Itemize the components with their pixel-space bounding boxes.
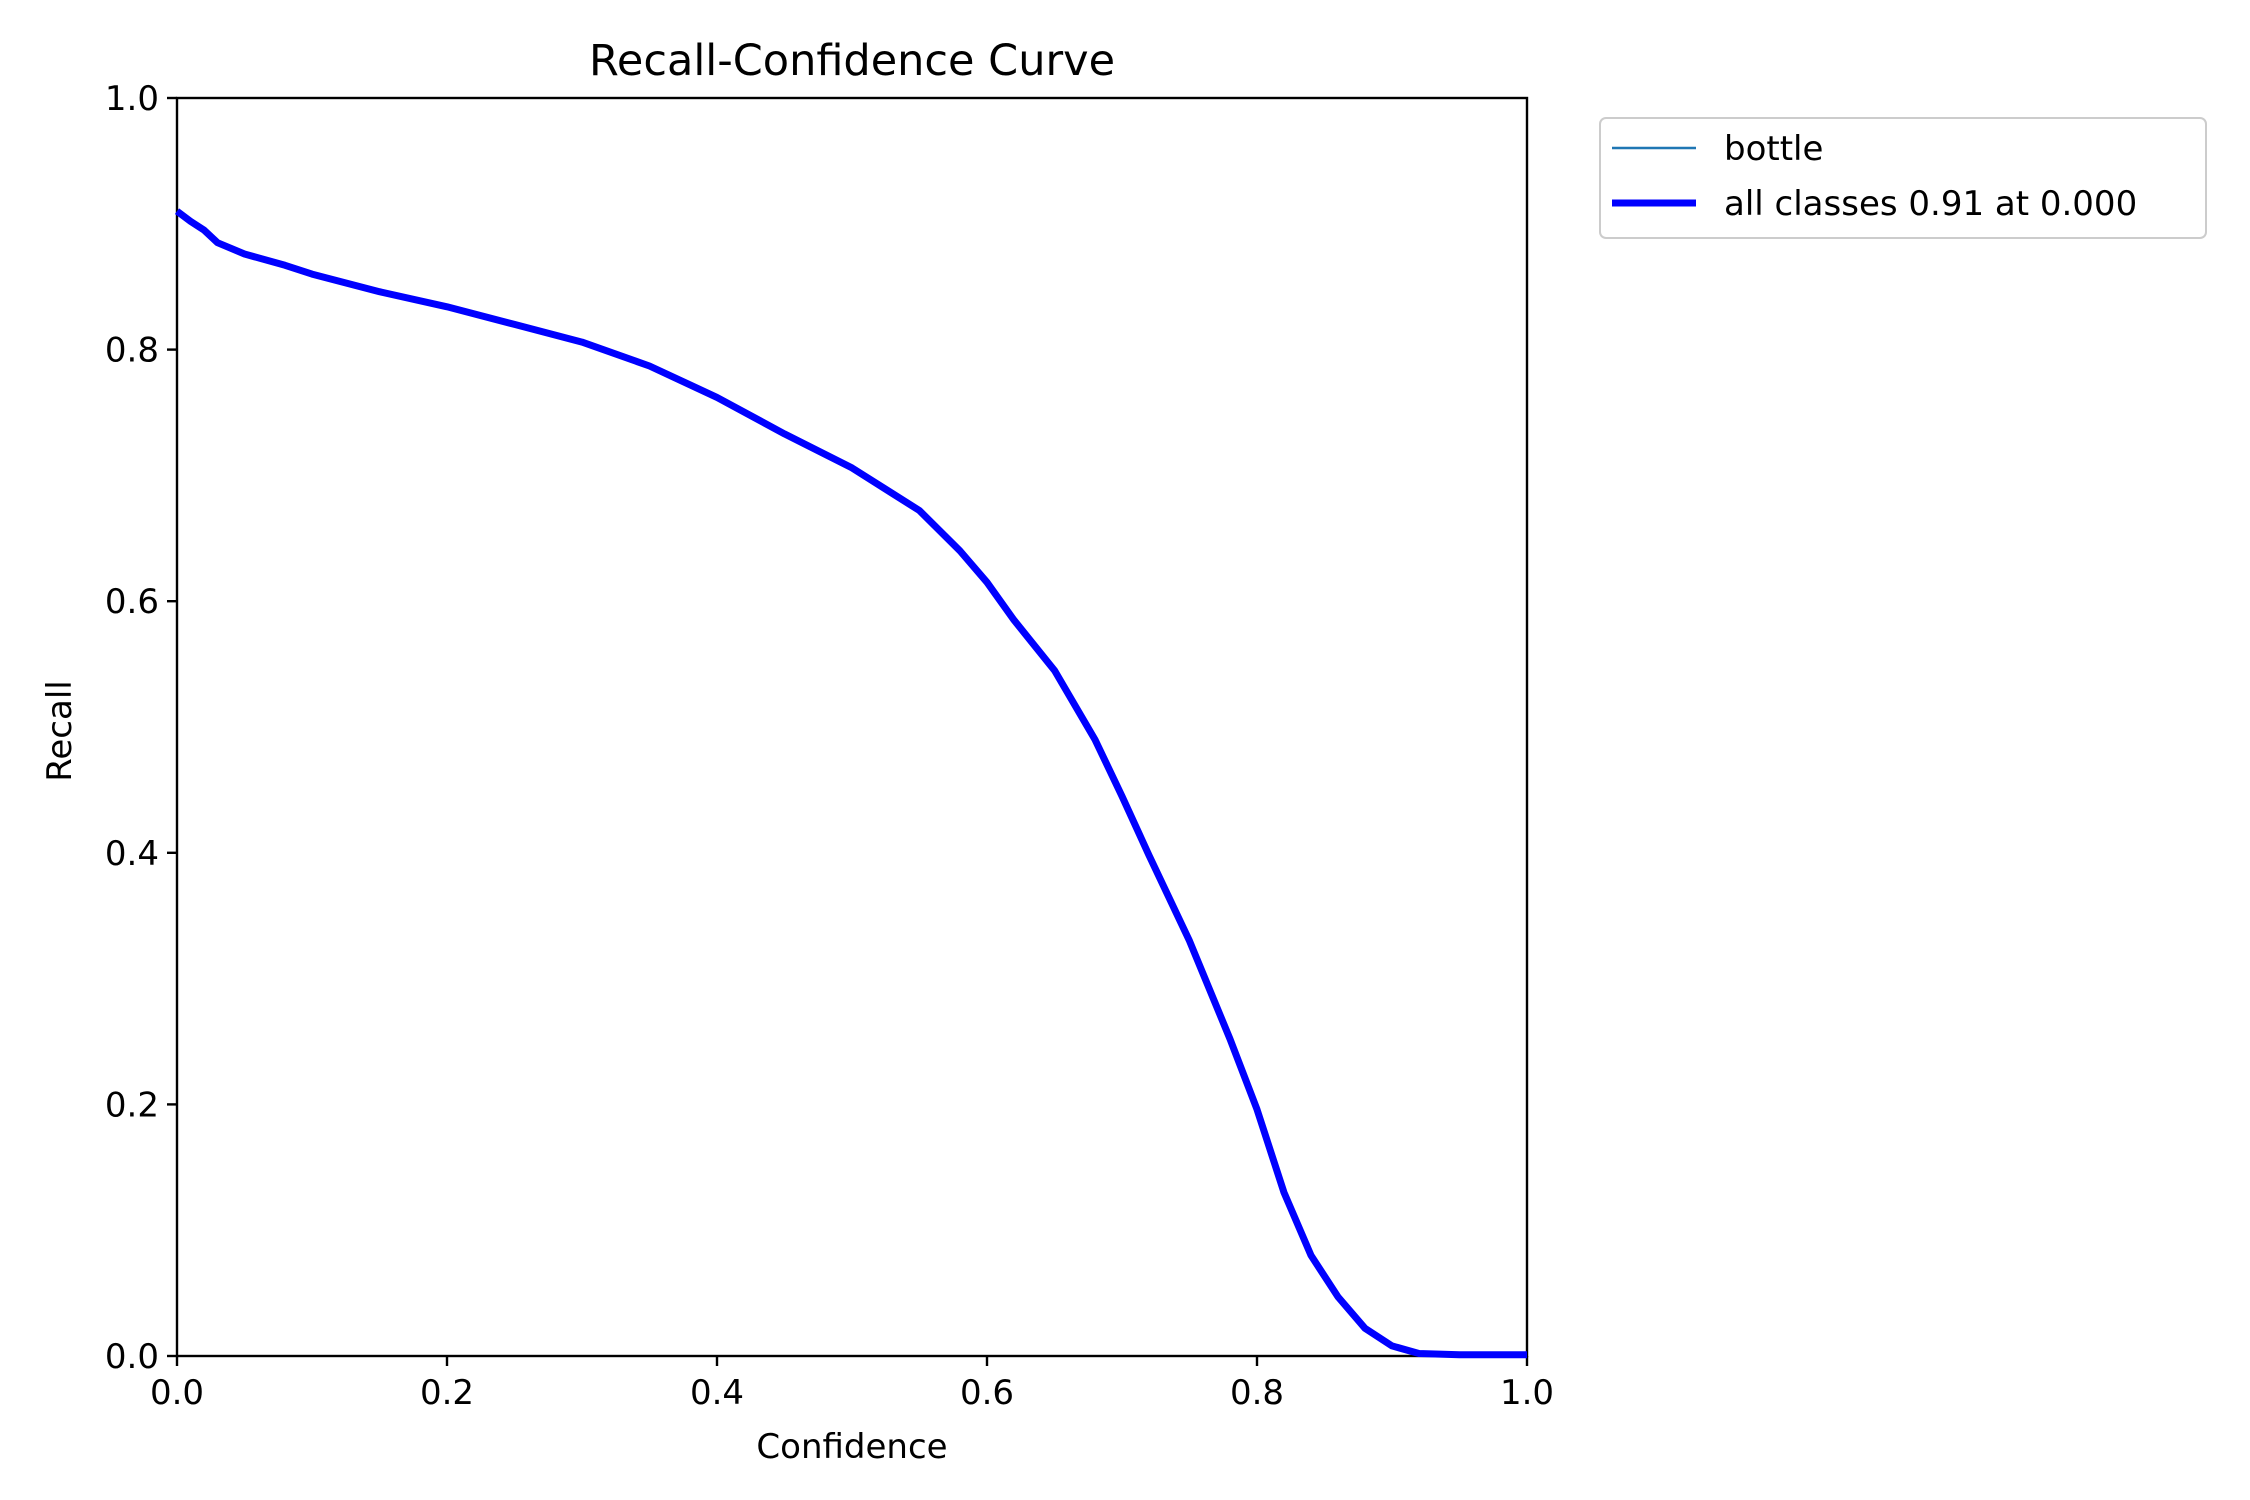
plot-frame <box>175 96 1529 1358</box>
legend-label-0: bottle <box>1724 129 1823 169</box>
series-lines <box>174 208 1527 1359</box>
plot-area <box>175 96 1529 1358</box>
x-tick-label-1: 0.2 <box>420 1373 474 1413</box>
chart-title: Recall-Confidence Curve <box>589 36 1115 86</box>
x-tick-label-5: 1.0 <box>1500 1373 1554 1413</box>
legend-box <box>1599 117 2207 239</box>
legend: bottle all classes 0.91 at 0.000 <box>1599 117 2207 239</box>
y-tick-label-3: 0.6 <box>105 582 159 622</box>
y-tick-label-4: 0.8 <box>105 331 159 371</box>
x-tick-label-4: 0.8 <box>1230 1373 1284 1413</box>
y-axis: 0.0 0.2 0.4 0.6 0.8 1.0 <box>105 79 177 1377</box>
legend-label-1: all classes 0.91 at 0.000 <box>1724 184 2137 224</box>
series-line-1 <box>174 208 1527 1359</box>
x-axis: 0.0 0.2 0.4 0.6 0.8 1.0 <box>150 1356 1554 1413</box>
y-tick-label-0: 0.0 <box>105 1337 159 1377</box>
x-tick-label-3: 0.6 <box>960 1373 1014 1413</box>
x-axis-label: Confidence <box>756 1427 947 1467</box>
x-tick-label-0: 0.0 <box>150 1373 204 1413</box>
y-tick-label-1: 0.2 <box>105 1085 159 1125</box>
x-tick-label-2: 0.4 <box>690 1373 744 1413</box>
y-tick-label-5: 1.0 <box>105 79 159 119</box>
y-tick-label-2: 0.4 <box>105 834 159 874</box>
y-axis-label: Recall <box>40 680 80 781</box>
